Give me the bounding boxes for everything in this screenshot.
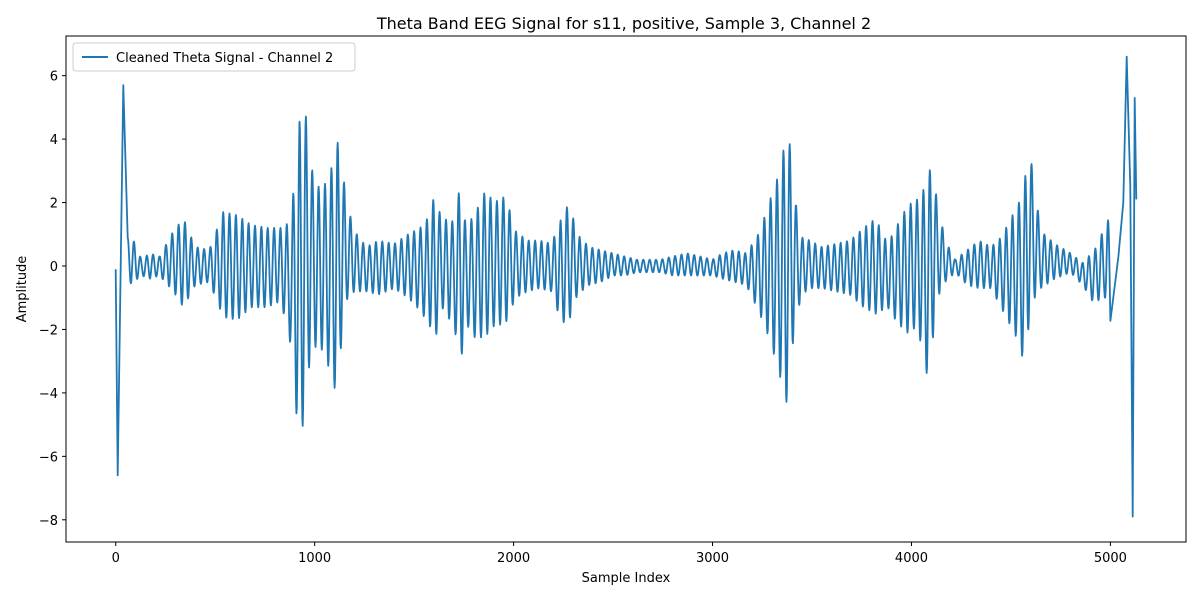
y-tick-label: 4	[50, 133, 58, 148]
plot-area	[65, 35, 1187, 543]
plot-frame	[65, 35, 1187, 543]
series-layer	[114, 55, 1138, 518]
x-tick-label: 2000	[497, 551, 530, 566]
x-tick-label: 1000	[298, 551, 331, 566]
y-tick-label: 2	[50, 197, 58, 212]
y-axis-ticks: −8 −6 −4 −2 0 2 4 6	[39, 70, 66, 529]
y-tick-label: −6	[39, 450, 58, 465]
x-tick-label: 3000	[696, 551, 729, 566]
x-tick-label: 4000	[895, 551, 928, 566]
x-tick-label: 0	[112, 551, 120, 566]
y-axis-label: Amplitude	[15, 256, 30, 323]
x-axis-ticks: 0 1000 2000 3000 4000 5000	[112, 542, 1127, 566]
y-tick-label: −8	[39, 514, 58, 529]
y-tick-label: 0	[50, 260, 58, 275]
x-tick-label: 5000	[1094, 551, 1127, 566]
chart-title: Theta Band EEG Signal for s11, positive,…	[376, 14, 871, 33]
y-tick-label: −2	[39, 323, 58, 338]
y-tick-label: −4	[39, 387, 58, 402]
x-axis-label: Sample Index	[582, 571, 671, 586]
legend-box	[72, 42, 356, 72]
y-tick-label: 6	[50, 70, 58, 85]
legend: Cleaned Theta Signal - Channel 2	[72, 42, 356, 72]
legend-label: Cleaned Theta Signal - Channel 2	[116, 51, 333, 66]
series-line	[114, 55, 1138, 518]
